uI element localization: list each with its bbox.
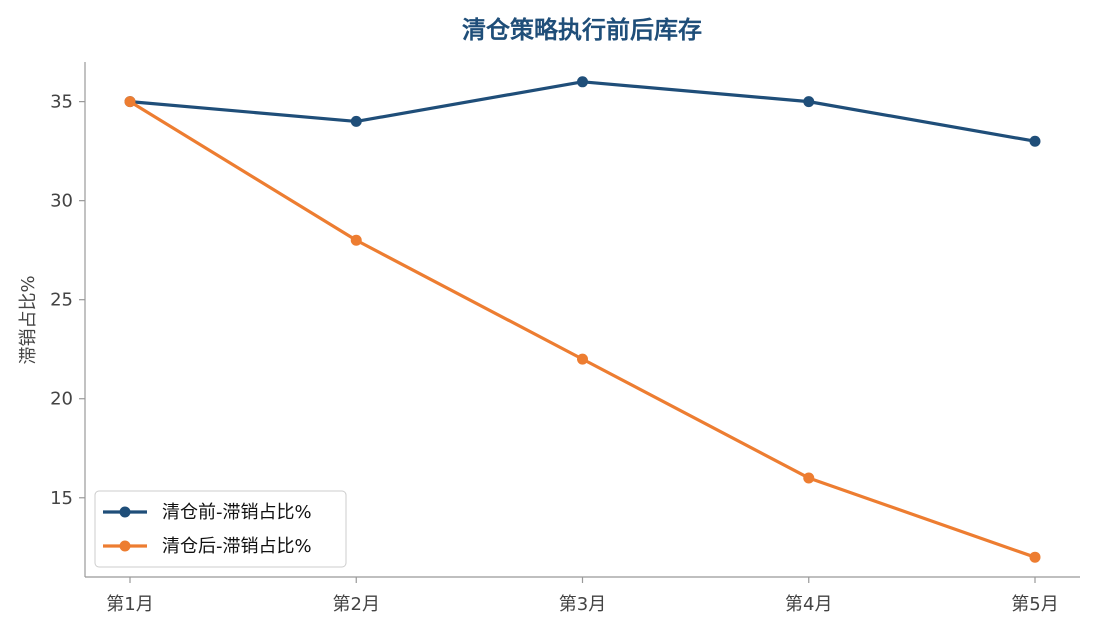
series-layer	[124, 76, 1041, 563]
data-point	[577, 353, 588, 365]
data-point	[803, 96, 815, 108]
data-point	[803, 472, 815, 484]
legend-marker	[119, 506, 131, 518]
data-point	[1029, 551, 1041, 563]
x-ticks: 第1月 第2月 第3月 第4月 第5月	[106, 577, 1059, 615]
data-point	[350, 234, 362, 246]
x-tick-label: 第4月	[785, 594, 832, 615]
y-tick-label: 25	[50, 290, 73, 311]
plot-area: 15 20 25 30 35 第1月 第2月 第3月 第4月 第5月	[50, 62, 1080, 615]
x-tick-label: 第2月	[333, 594, 380, 615]
y-tick-label: 15	[50, 488, 73, 509]
x-tick-label: 第3月	[559, 594, 606, 615]
data-point	[577, 76, 588, 88]
chart-title: 清仓策略执行前后库存	[462, 16, 702, 44]
y-ticks: 15 20 25 30 35	[50, 92, 85, 509]
legend-label: 清仓后-滞销占比%	[162, 536, 312, 557]
x-tick-label: 第5月	[1011, 594, 1058, 615]
legend-label: 清仓前-滞销占比%	[162, 502, 312, 523]
data-point	[124, 96, 136, 108]
data-point	[350, 115, 362, 127]
legend-items: 清仓前-滞销占比% 清仓后-滞销占比%	[103, 502, 312, 557]
series-line-2	[128, 100, 1037, 559]
y-axis-label: 滞销占比%	[18, 275, 39, 364]
data-point	[1029, 135, 1041, 147]
series-line-1	[128, 80, 1037, 143]
x-tick-label: 第1月	[106, 594, 153, 615]
legend: 清仓前-滞销占比% 清仓后-滞销占比%	[94, 490, 347, 568]
y-tick-label: 20	[50, 389, 73, 410]
legend-marker	[119, 540, 131, 552]
y-tick-label: 35	[50, 92, 73, 113]
y-tick-label: 30	[50, 191, 73, 212]
legend-box	[94, 490, 347, 568]
